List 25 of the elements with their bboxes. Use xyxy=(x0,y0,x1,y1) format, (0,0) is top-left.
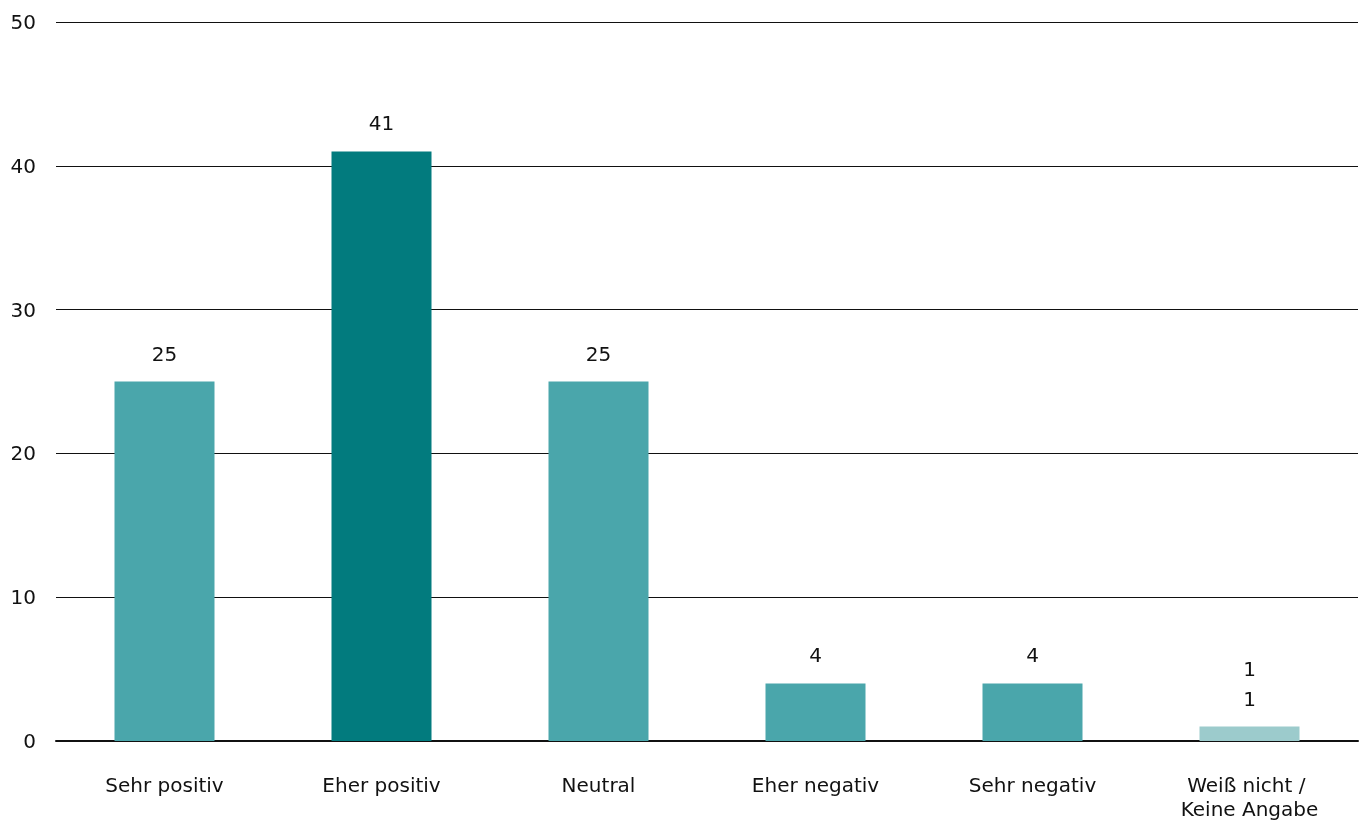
y-tick-label: 30 xyxy=(10,297,36,322)
y-tick-label: 50 xyxy=(10,10,36,34)
x-tick-label: Eher negativ xyxy=(751,773,880,797)
y-tick-label: 40 xyxy=(10,153,36,178)
y-tick-label: 0 xyxy=(23,729,36,753)
data-label: 4 xyxy=(809,643,822,668)
bar xyxy=(982,683,1083,741)
x-tick-label: Sehr negativ xyxy=(968,773,1097,797)
data-label: 25 xyxy=(151,341,178,366)
y-tick-label: 10 xyxy=(10,585,36,610)
bar xyxy=(765,683,866,741)
bar xyxy=(331,151,432,741)
x-tick-label: Eher positiv xyxy=(322,773,441,797)
bar xyxy=(114,381,215,741)
bar xyxy=(1199,726,1300,741)
x-tick-label: Sehr positiv xyxy=(105,773,224,797)
data-label: 4 xyxy=(1026,643,1039,668)
data-label: 25 xyxy=(585,341,612,366)
data-label: 1 xyxy=(1243,686,1256,711)
x-tick-label: Neutral xyxy=(561,773,636,797)
y-tick-label: 20 xyxy=(10,441,36,466)
x-tick-label: Weiß nicht / Keine Angabe xyxy=(1180,773,1319,821)
annotation: 1 xyxy=(1243,656,1256,681)
data-label: 41 xyxy=(368,111,395,136)
bar xyxy=(548,381,649,741)
